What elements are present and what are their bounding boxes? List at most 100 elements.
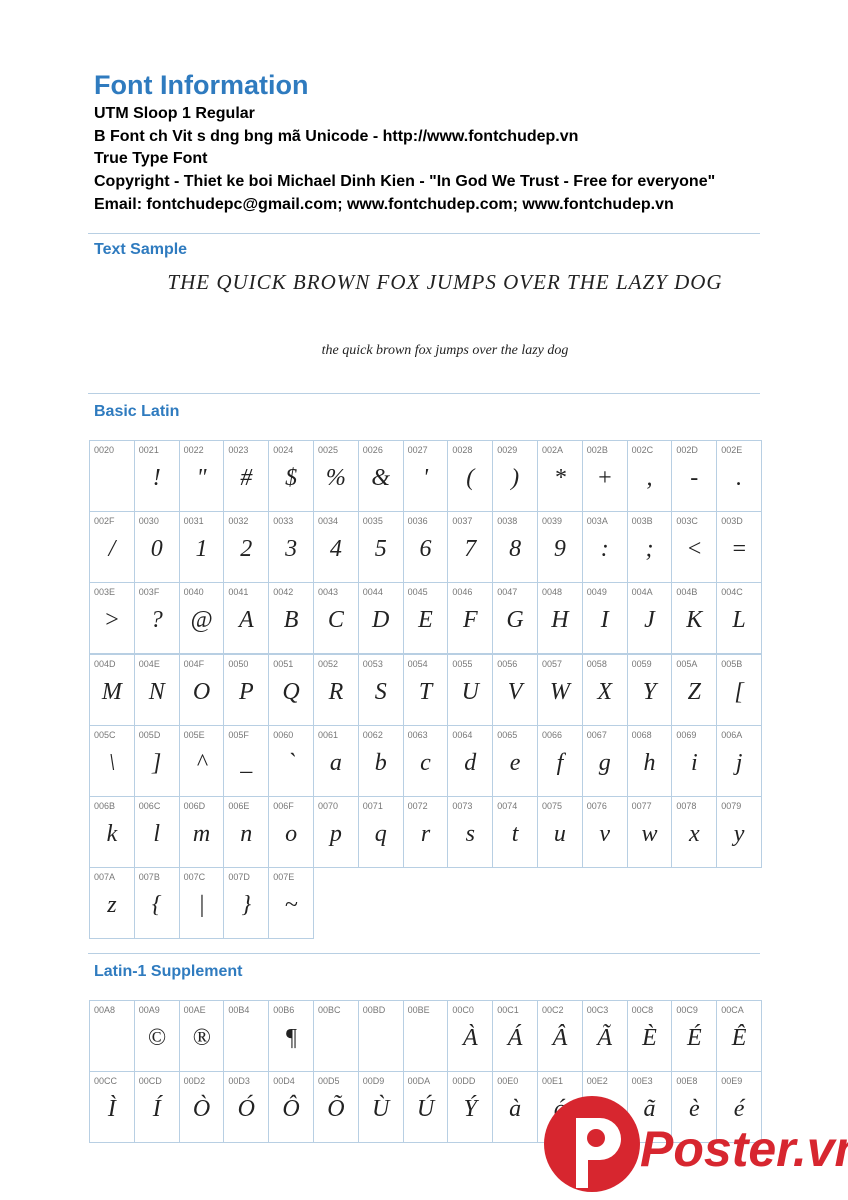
code-point: 00BE [407, 1005, 430, 1015]
code-point: 0021 [138, 445, 159, 455]
glyph-cell: 0064 d [447, 724, 494, 797]
glyph-cell: 0028 ( [447, 440, 494, 512]
glyph: L [732, 607, 746, 634]
glyph-cell: 0031 1 [178, 511, 225, 584]
glyph: [ [734, 678, 744, 705]
glyph-cell: 002D - [671, 440, 718, 512]
glyph: < [686, 536, 703, 563]
glyph: : [600, 536, 609, 563]
glyph: ( [466, 465, 475, 491]
code-point: 0062 [362, 729, 383, 740]
logo-p [576, 1118, 621, 1188]
code-point: 00BD [362, 1005, 386, 1015]
code-point: 0043 [318, 587, 339, 598]
glyph-cell: 0040 @ [178, 582, 225, 655]
code-point: 0068 [631, 729, 652, 740]
glyph: 2 [240, 536, 253, 563]
watermark-text: Poster.vn [640, 1121, 848, 1177]
glyph: Â [552, 1025, 568, 1051]
code-point: 0032 [228, 516, 249, 527]
code-point: 005C [94, 729, 116, 740]
glyph-cell: 0079 y [716, 796, 762, 868]
glyph-cell: 0075 u [537, 796, 583, 868]
glyph-cell: 0062 b [357, 724, 404, 797]
code-point: 0026 [362, 445, 383, 455]
glyph-cell: 006C l [133, 796, 180, 868]
divider [88, 393, 760, 394]
glyph: * [553, 465, 566, 491]
glyph-cell: 0054 T [402, 653, 449, 726]
code-point: 005B [721, 658, 743, 669]
glyph: 4 [329, 536, 342, 563]
code-point: 005F [228, 729, 249, 740]
glyph-cell: 00D2 Ò [178, 1071, 225, 1144]
code-point: 0072 [407, 801, 428, 811]
glyph-cell: 0066 f [537, 724, 583, 797]
code-point: 004A [631, 587, 653, 598]
code-point: 00D2 [183, 1076, 206, 1087]
code-point: 003C [676, 516, 698, 527]
glyph: Ù [372, 1096, 390, 1123]
glyph: z [107, 892, 117, 919]
glyph: } [241, 892, 252, 919]
code-point: 00AE [183, 1005, 206, 1015]
glyph-cell: 00CC Ì [89, 1071, 135, 1144]
glyph: E [418, 607, 433, 634]
code-point: 0029 [497, 445, 518, 455]
glyph-cell: 00C9 É [671, 1000, 718, 1072]
glyph: ¶ [284, 1025, 298, 1051]
logo-dot [587, 1129, 605, 1147]
glyph: H [551, 607, 569, 634]
code-point: 00C3 [586, 1005, 609, 1015]
code-point: 0061 [318, 729, 339, 740]
info-line: UTM Sloop 1 Regular [94, 105, 255, 122]
glyph: = [730, 536, 748, 563]
glyph-cell: 00AE ® [178, 1000, 225, 1072]
glyph: ! [152, 465, 161, 491]
glyph-cell: 0035 5 [357, 511, 404, 584]
code-point: 0035 [362, 516, 383, 527]
glyph: y [733, 821, 745, 847]
code-point: 0073 [452, 801, 473, 811]
glyph: / [108, 536, 116, 563]
glyph-cell: 002F / [89, 511, 135, 584]
glyph-cell: 003E > [89, 582, 135, 655]
glyph-cell: 00BE [402, 1000, 449, 1072]
code-point: 003A [586, 516, 608, 527]
code-point: 004E [138, 658, 160, 669]
code-point: 00CC [94, 1076, 118, 1087]
glyph-cell: 0036 6 [402, 511, 449, 584]
glyph: Ã [597, 1025, 613, 1051]
glyph-cell: 0043 C [313, 582, 359, 655]
code-point: 0048 [542, 587, 563, 598]
glyph: C [327, 607, 344, 634]
code-point: 0042 [273, 587, 294, 598]
glyph-cell: 0070 p [313, 796, 359, 868]
code-point: 0040 [183, 587, 204, 598]
code-point: 0065 [497, 729, 518, 740]
code-point: 0064 [452, 729, 473, 740]
glyph: p [329, 821, 342, 847]
code-point: 003B [631, 516, 653, 527]
glyph: , [646, 465, 653, 491]
glyph: 6 [419, 536, 432, 563]
watermark-logo: Poster.vn [544, 1096, 848, 1192]
glyph: è [688, 1096, 700, 1123]
code-point: 0057 [542, 658, 563, 669]
glyph: G [506, 607, 524, 634]
glyph: a [329, 749, 342, 776]
glyph-cell: 002C, [626, 440, 673, 512]
glyph-cell: 006F o [268, 796, 314, 868]
code-point: 005E [183, 729, 205, 740]
code-point: 0054 [407, 658, 428, 669]
glyph-cell: 0023 # [223, 440, 270, 512]
code-point: 0027 [407, 445, 428, 455]
code-point: 00B4 [228, 1005, 250, 1015]
title: Font Information [94, 70, 309, 100]
glyph-cell: 003B; [626, 511, 673, 584]
glyph: 7 [464, 536, 477, 563]
glyph-cell: 0020 [89, 440, 135, 512]
glyph-cell: 003F? [133, 582, 180, 655]
glyph-cell: 0053 S [357, 653, 404, 726]
divider [88, 233, 760, 234]
